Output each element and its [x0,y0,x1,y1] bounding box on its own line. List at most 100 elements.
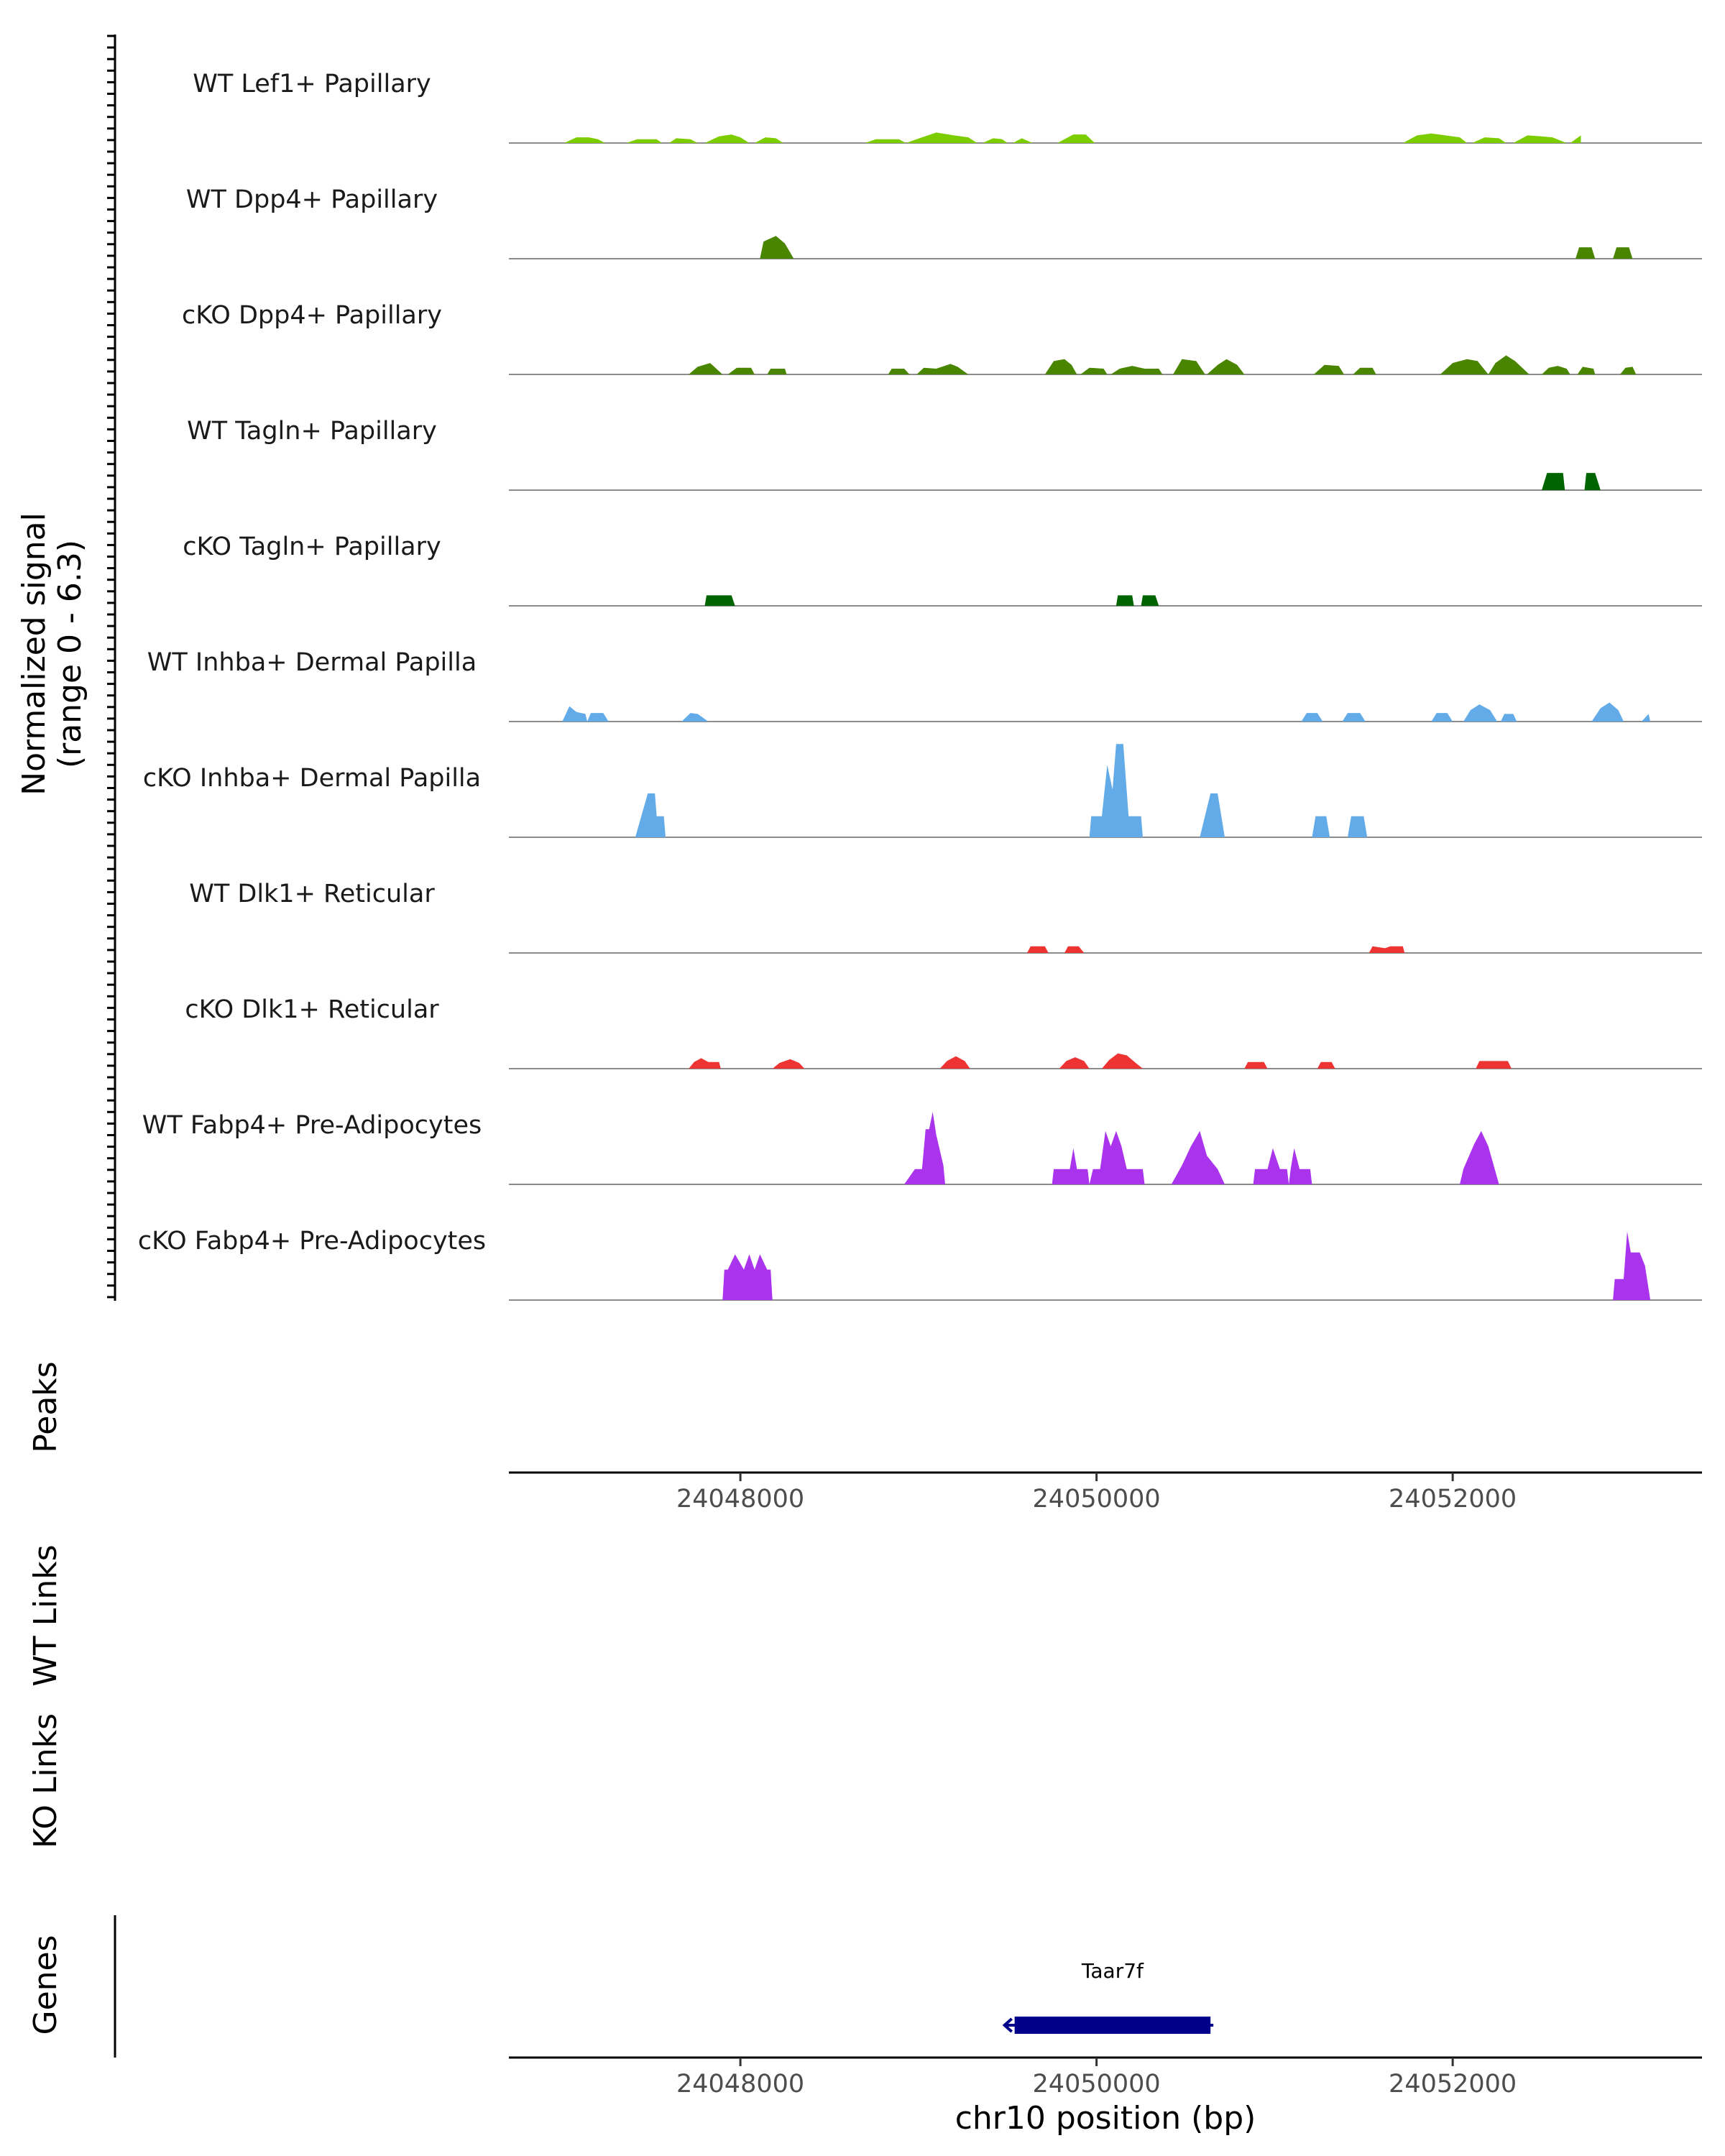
coverage-peak [1353,367,1376,374]
signal-axis-ticks [107,34,115,1299]
ko-links-panel-label: KO Links [27,1713,64,1848]
coverage-peak [1577,367,1596,374]
coverage-peak [939,1056,970,1069]
coverage-peak [1463,704,1498,722]
coverage-peak [722,1254,773,1300]
coverage-peak [1289,1148,1312,1184]
coverage-peak [1570,135,1581,143]
track-label: WT Inhba+ Dermal Papilla [147,648,477,677]
track-wt-inhba-dermal-papilla: WT Inhba+ Dermal Papilla [147,648,1702,722]
coverage-peak [704,595,735,606]
coverage-peak [1542,366,1570,374]
coverage-peak [1613,1231,1651,1300]
track-wt-fabp4-pre-adipocytes: WT Fabp4+ Pre-Adipocytes [142,1111,1702,1185]
peaks-x-axis: 24048000 24050000 24052000 [676,1473,1517,1514]
track-label: cKO Fabp4+ Pre-Adipocytes [138,1227,486,1256]
track-cko-tagln-papillary: cKO Tagln+ Papillary [183,533,1702,607]
coverage-peak [1301,713,1323,722]
coverage-peak [1620,367,1637,374]
coverage-peak [772,1059,805,1069]
x-axis-tick-label: 24050000 [1033,1485,1161,1514]
coverage-peak [760,236,794,259]
coverage-peak [1052,1148,1090,1184]
coverage-peak [626,139,663,143]
track-cko-dpp4-papillary: cKO Dpp4+ Papillary [182,301,1702,375]
genes-panel-label: Genes [27,1935,64,2035]
signal-axis-subtitle: (range 0 - 6.3) [52,540,88,768]
track-label: WT Dlk1+ Reticular [189,880,435,908]
coverage-peak [1460,1130,1499,1184]
coverage-peak [1317,1061,1335,1069]
genes-x-axis: 24048000 24050000 24052000 [676,2058,1517,2099]
coverage-peak [904,1112,945,1184]
coverage-peak [1102,1053,1143,1069]
coverage-peak [865,139,906,143]
coverage-peak [681,713,709,722]
coverage-peak [704,134,750,143]
coverage-peak [689,1058,721,1069]
coverage-peak [1342,713,1366,722]
coverage-peak [1641,714,1651,722]
track-label: cKO Tagln+ Papillary [183,533,441,561]
coverage-peak [669,138,698,143]
coverage-peak [888,369,910,374]
x-axis-tick-label: 24052000 [1389,1485,1517,1514]
coverage-peak [1171,1130,1225,1184]
gene-strand-arrow [1002,2017,1013,2033]
track-label: cKO Dpp4+ Papillary [182,301,442,330]
coverage-peak [1141,595,1159,606]
coverage-peak [1027,946,1049,953]
coverage-peak [1313,364,1344,374]
x-axis-tick-label: 24048000 [676,2070,804,2099]
coverage-peak [1591,702,1624,722]
coverage-tracks: WT Lef1+ Papillary WT Dpp4+ Papillary cKO … [138,70,1702,1301]
coverage-peak [587,713,609,722]
coverage-peak [562,706,587,722]
signal-axis-title: Normalized signal [16,512,52,796]
coverage-peak [1402,133,1467,143]
coverage-peak [1200,793,1225,837]
coverage-peak [1253,1148,1289,1184]
coverage-peak [1244,1061,1268,1069]
coverage-peak [767,369,787,374]
coverage-peak [1431,713,1453,722]
gene-taar7f: Taar7f [1002,1959,1214,2034]
gene-exon [1014,2017,1211,2034]
coverage-peak [1576,247,1596,259]
coverage-peak [916,364,969,374]
coverage-peak [1044,359,1077,374]
coverage-peak [1488,355,1530,374]
track-cko-fabp4-pre-adipocytes: cKO Fabp4+ Pre-Adipocytes [138,1227,1702,1301]
x-axis-tick-label: 24048000 [676,1485,804,1514]
coverage-peak [1116,595,1134,606]
track-label: cKO Dlk1+ Reticular [185,995,439,1024]
peaks-panel-label: Peaks [27,1361,64,1452]
coverage-peak [1059,1057,1090,1069]
track-wt-lef1-papillary: WT Lef1+ Papillary [193,70,1702,144]
coverage-peak [1173,359,1205,374]
track-label: WT Dpp4+ Papillary [186,185,438,214]
coverage-peak [1584,473,1601,490]
track-wt-dpp4-papillary: WT Dpp4+ Papillary [186,185,1702,259]
coverage-peak [1064,946,1085,953]
gene-annotations: Taar7f [1002,1959,1214,2034]
coverage-peak [1476,1061,1512,1069]
track-wt-tagln-papillary: WT Tagln+ Papillary [187,417,1702,491]
track-label: WT Tagln+ Papillary [187,417,437,446]
coverage-peak [1057,134,1095,143]
coverage-peak [1440,359,1489,374]
coverage-peak [689,363,723,374]
x-axis-tick-label: 24050000 [1033,2070,1161,2099]
x-axis-tick-label: 24052000 [1389,2070,1517,2099]
coverage-peak [727,367,755,374]
coverage-peak [564,137,605,143]
track-wt-dlk1-reticular: WT Dlk1+ Reticular [189,880,1702,954]
coverage-peak [1613,247,1633,259]
track-label: WT Fabp4+ Pre-Adipocytes [142,1111,482,1140]
track-cko-inhba-dermal-papilla: cKO Inhba+ Dermal Papilla [143,744,1702,838]
coverage-peak [635,793,666,837]
coverage-peak [1513,135,1567,143]
track-label: WT Lef1+ Papillary [193,70,431,98]
wt-links-panel-label: WT Links [27,1544,64,1686]
